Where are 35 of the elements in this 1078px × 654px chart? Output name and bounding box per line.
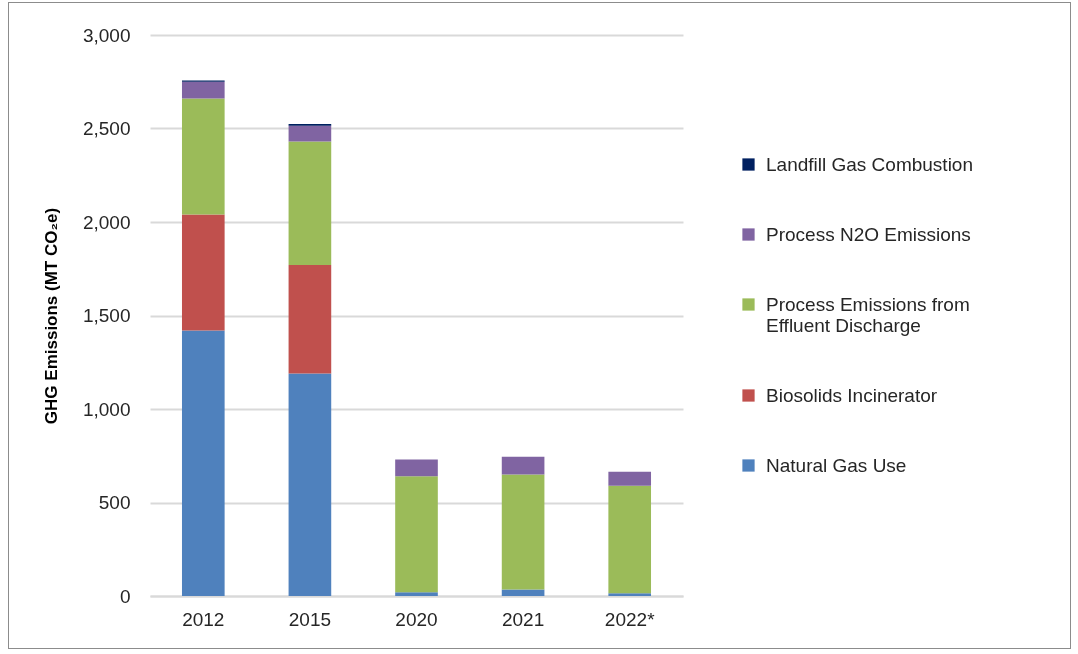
legend-label: Natural Gas Use	[766, 454, 907, 476]
x-tick-label: 2020	[395, 608, 438, 630]
bar	[181, 330, 225, 596]
bar	[288, 373, 332, 596]
bar	[608, 471, 652, 486]
bar	[608, 485, 652, 594]
y-tick-label: 1,000	[82, 398, 131, 420]
bar	[608, 593, 652, 596]
bar	[501, 456, 545, 475]
y-axis-title: GHG Emissions (MT CO₂e)	[41, 207, 61, 425]
y-tick-label: 2,500	[82, 118, 131, 139]
legend-label: Process Emissions from Effluent Discharge	[766, 293, 970, 336]
bar	[288, 141, 332, 266]
bar	[395, 459, 438, 477]
y-tick-label: 500	[98, 492, 131, 513]
y-tick-label: 2,000	[82, 211, 131, 233]
legend-label: Biosolids Incinerator	[766, 384, 938, 406]
x-tick-label: 2021	[501, 608, 545, 630]
bar	[395, 592, 438, 596]
bar	[288, 265, 332, 374]
y-tick-label: 0	[119, 585, 131, 607]
x-tick-label: 2022*	[604, 608, 656, 630]
bar	[501, 589, 545, 596]
y-tick-label: 1,500	[82, 305, 131, 326]
legend-label: Process N2O Emissions	[766, 223, 971, 245]
bar	[395, 476, 438, 593]
x-tick-label: 2012	[182, 608, 225, 630]
y-tick-label: 3,000	[82, 24, 131, 46]
legend-label: Landfill Gas Combustion	[766, 153, 973, 175]
bar	[501, 474, 545, 590]
bar	[181, 98, 225, 215]
x-tick-label: 2015	[288, 608, 332, 630]
bar	[181, 214, 225, 331]
bar	[181, 81, 225, 99]
bar	[288, 125, 332, 142]
